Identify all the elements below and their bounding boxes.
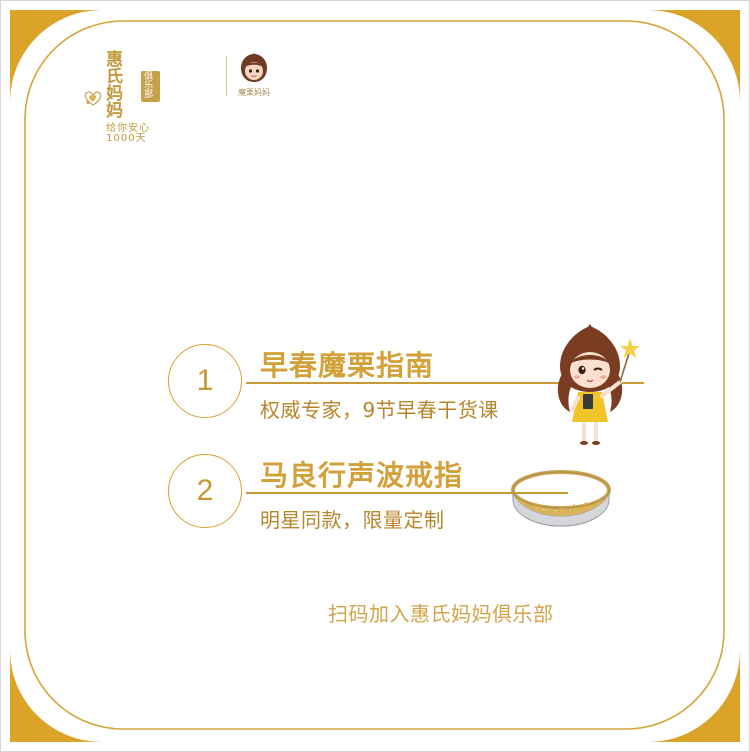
item-underline [246,492,568,494]
inner-frame [24,20,725,730]
item-title: 早春魔栗指南 [260,349,435,382]
brand-row: 惠氏妈妈 俱乐部 [106,50,160,121]
corner-bottom-right [648,650,740,742]
item-subtitle: 明星同款，限量定制 [260,508,445,532]
corner-top-left [10,10,102,102]
chestnut-girl-icon [241,53,267,82]
mascot-girl-icon [557,324,640,445]
brand-tagline: 给你安心1000天 [106,123,151,144]
number-circle: 2 [168,454,242,528]
item-subtitle: 权威专家，9节早春干货课 [260,398,499,422]
item-underline [246,382,644,384]
item-title: 马良行声波戒指 [260,459,464,492]
sub-brand-logo: 魔栗妈妈 [234,52,274,100]
brand-text: 惠氏妈妈 俱乐部 给你安心1000天 [106,50,160,144]
logo-main: 惠氏妈妈 俱乐部 给你安心1000天 [84,52,160,144]
club-badge: 俱乐部 [141,70,160,102]
corner-bottom-left [10,650,102,742]
logo-divider [226,56,227,96]
number-circle: 1 [168,344,242,418]
sub-brand-text: 魔栗妈妈 [238,88,270,97]
corner-top-right [648,10,740,102]
ring-icon [511,470,611,527]
footer-cta-text: 扫码加入惠氏妈妈俱乐部 [328,602,554,626]
hearts-logo-icon [84,91,102,106]
brand-name: 惠氏妈妈 [106,50,124,121]
